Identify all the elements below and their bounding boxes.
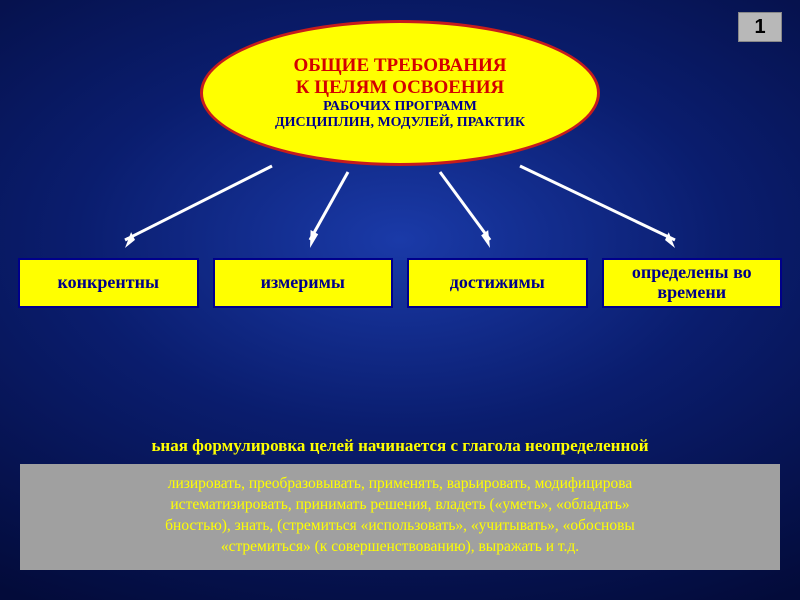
footer-title: ьная формулировка целей начинается с гла… [0,435,800,456]
attribute-box-label: конкрентны [57,273,159,293]
footer-body-line: бностью), знать, (стремиться «использова… [20,516,780,537]
attribute-box: измеримы [213,258,394,308]
footer-body-line: истематизировать, принимать решения, вла… [20,495,780,516]
ellipse-line: РАБОЧИХ ПРОГРАММ [323,99,477,115]
title-ellipse: ОБЩИЕ ТРЕБОВАНИЯК ЦЕЛЯМ ОСВОЕНИЯРАБОЧИХ … [200,20,600,166]
ellipse-line: ДИСЦИПЛИН, МОДУЛЕЙ, ПРАКТИК [275,115,525,131]
page-number-badge: 1 [738,12,782,42]
attribute-box: определены во времени [602,258,783,308]
footer-body-line: лизировать, преобразовывать, применять, … [20,474,780,495]
attribute-boxes-row: конкрентны измеримы достижимы определены во… [0,258,800,308]
page-number: 1 [754,16,765,39]
footer-body-rect: лизировать, преобразовывать, применять, … [20,464,780,570]
footer-body-line: «стремиться» (к совершенствованию), выра… [20,537,780,558]
footer-block: ьная формулировка целей начинается с гла… [0,435,800,570]
attribute-box-label: определены во времени [606,263,779,303]
title-ellipse-container: ОБЩИЕ ТРЕБОВАНИЯК ЦЕЛЯМ ОСВОЕНИЯРАБОЧИХ … [200,20,600,166]
attribute-box: конкрентны [18,258,199,308]
ellipse-line: ОБЩИЕ ТРЕБОВАНИЯ [293,55,506,77]
attribute-box-label: достижимы [450,273,545,293]
ellipse-line: К ЦЕЛЯМ ОСВОЕНИЯ [296,77,504,99]
attribute-box-label: измеримы [261,273,345,293]
attribute-box: достижимы [407,258,588,308]
